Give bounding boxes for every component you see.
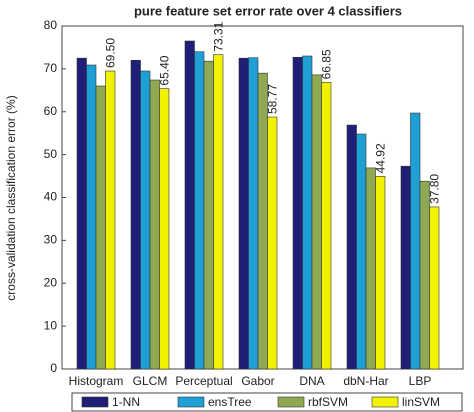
legend-swatch xyxy=(177,396,205,408)
x-tick-label: dbN-Har xyxy=(343,374,388,388)
bar xyxy=(213,54,224,370)
y-tick-label: 80 xyxy=(44,18,58,32)
y-tick-label: 50 xyxy=(44,147,58,161)
y-tick-label: 40 xyxy=(44,190,58,204)
bar xyxy=(149,79,160,370)
bar xyxy=(311,74,322,370)
bar xyxy=(375,176,386,370)
data-label: 66.85 xyxy=(319,49,333,79)
y-tick-label: 60 xyxy=(44,104,58,118)
bar xyxy=(238,57,249,370)
bar xyxy=(184,40,195,370)
bar xyxy=(292,56,303,370)
bar xyxy=(321,82,332,370)
legend-swatch xyxy=(81,396,109,408)
chart-title: pure feature set error rate over 4 class… xyxy=(134,3,402,18)
data-label: 37.80 xyxy=(427,174,441,204)
bar xyxy=(429,206,440,370)
bar xyxy=(346,124,357,370)
legend-swatch xyxy=(371,396,399,408)
legend-swatch xyxy=(277,396,305,408)
x-tick-label: Perceptual xyxy=(175,374,232,388)
bar xyxy=(400,165,411,370)
bar xyxy=(302,55,313,370)
x-tick-label: LBP xyxy=(409,374,432,388)
bar xyxy=(257,72,268,370)
x-tick-label: Histogram xyxy=(69,374,124,388)
x-tick-label: Gabor xyxy=(241,374,274,388)
bar xyxy=(419,180,430,370)
y-axis-label: cross-validation classification error (%… xyxy=(4,95,18,300)
legend-label: linSVM xyxy=(402,395,440,409)
data-label: 69.50 xyxy=(103,38,117,68)
data-label: 73.31 xyxy=(211,21,225,51)
bar xyxy=(248,57,259,370)
bar xyxy=(105,70,116,370)
bar xyxy=(365,167,376,370)
bar xyxy=(267,116,278,370)
bar xyxy=(130,59,141,370)
legend-label: ensTree xyxy=(208,395,252,409)
bar xyxy=(86,64,97,370)
y-tick-label: 10 xyxy=(44,318,58,332)
y-tick-label: 70 xyxy=(44,61,58,75)
x-tick-label: DNA xyxy=(299,374,324,388)
y-tick-label: 20 xyxy=(44,275,58,289)
bar xyxy=(203,60,214,370)
x-tick-label: GLCM xyxy=(133,374,168,388)
bar xyxy=(410,112,421,370)
bar xyxy=(95,85,106,370)
legend-label: 1-NN xyxy=(112,395,140,409)
bar xyxy=(194,51,205,370)
data-label: 44.92 xyxy=(373,143,387,173)
bar xyxy=(76,57,87,370)
data-label: 65.40 xyxy=(157,55,171,85)
y-tick-label: 0 xyxy=(50,361,57,375)
legend-box xyxy=(71,392,463,412)
bar xyxy=(140,70,151,370)
y-tick-label: 30 xyxy=(44,233,58,247)
bar xyxy=(356,133,367,370)
data-label: 58.77 xyxy=(265,84,279,114)
bar xyxy=(159,88,170,370)
legend-label: rbfSVM xyxy=(308,395,348,409)
